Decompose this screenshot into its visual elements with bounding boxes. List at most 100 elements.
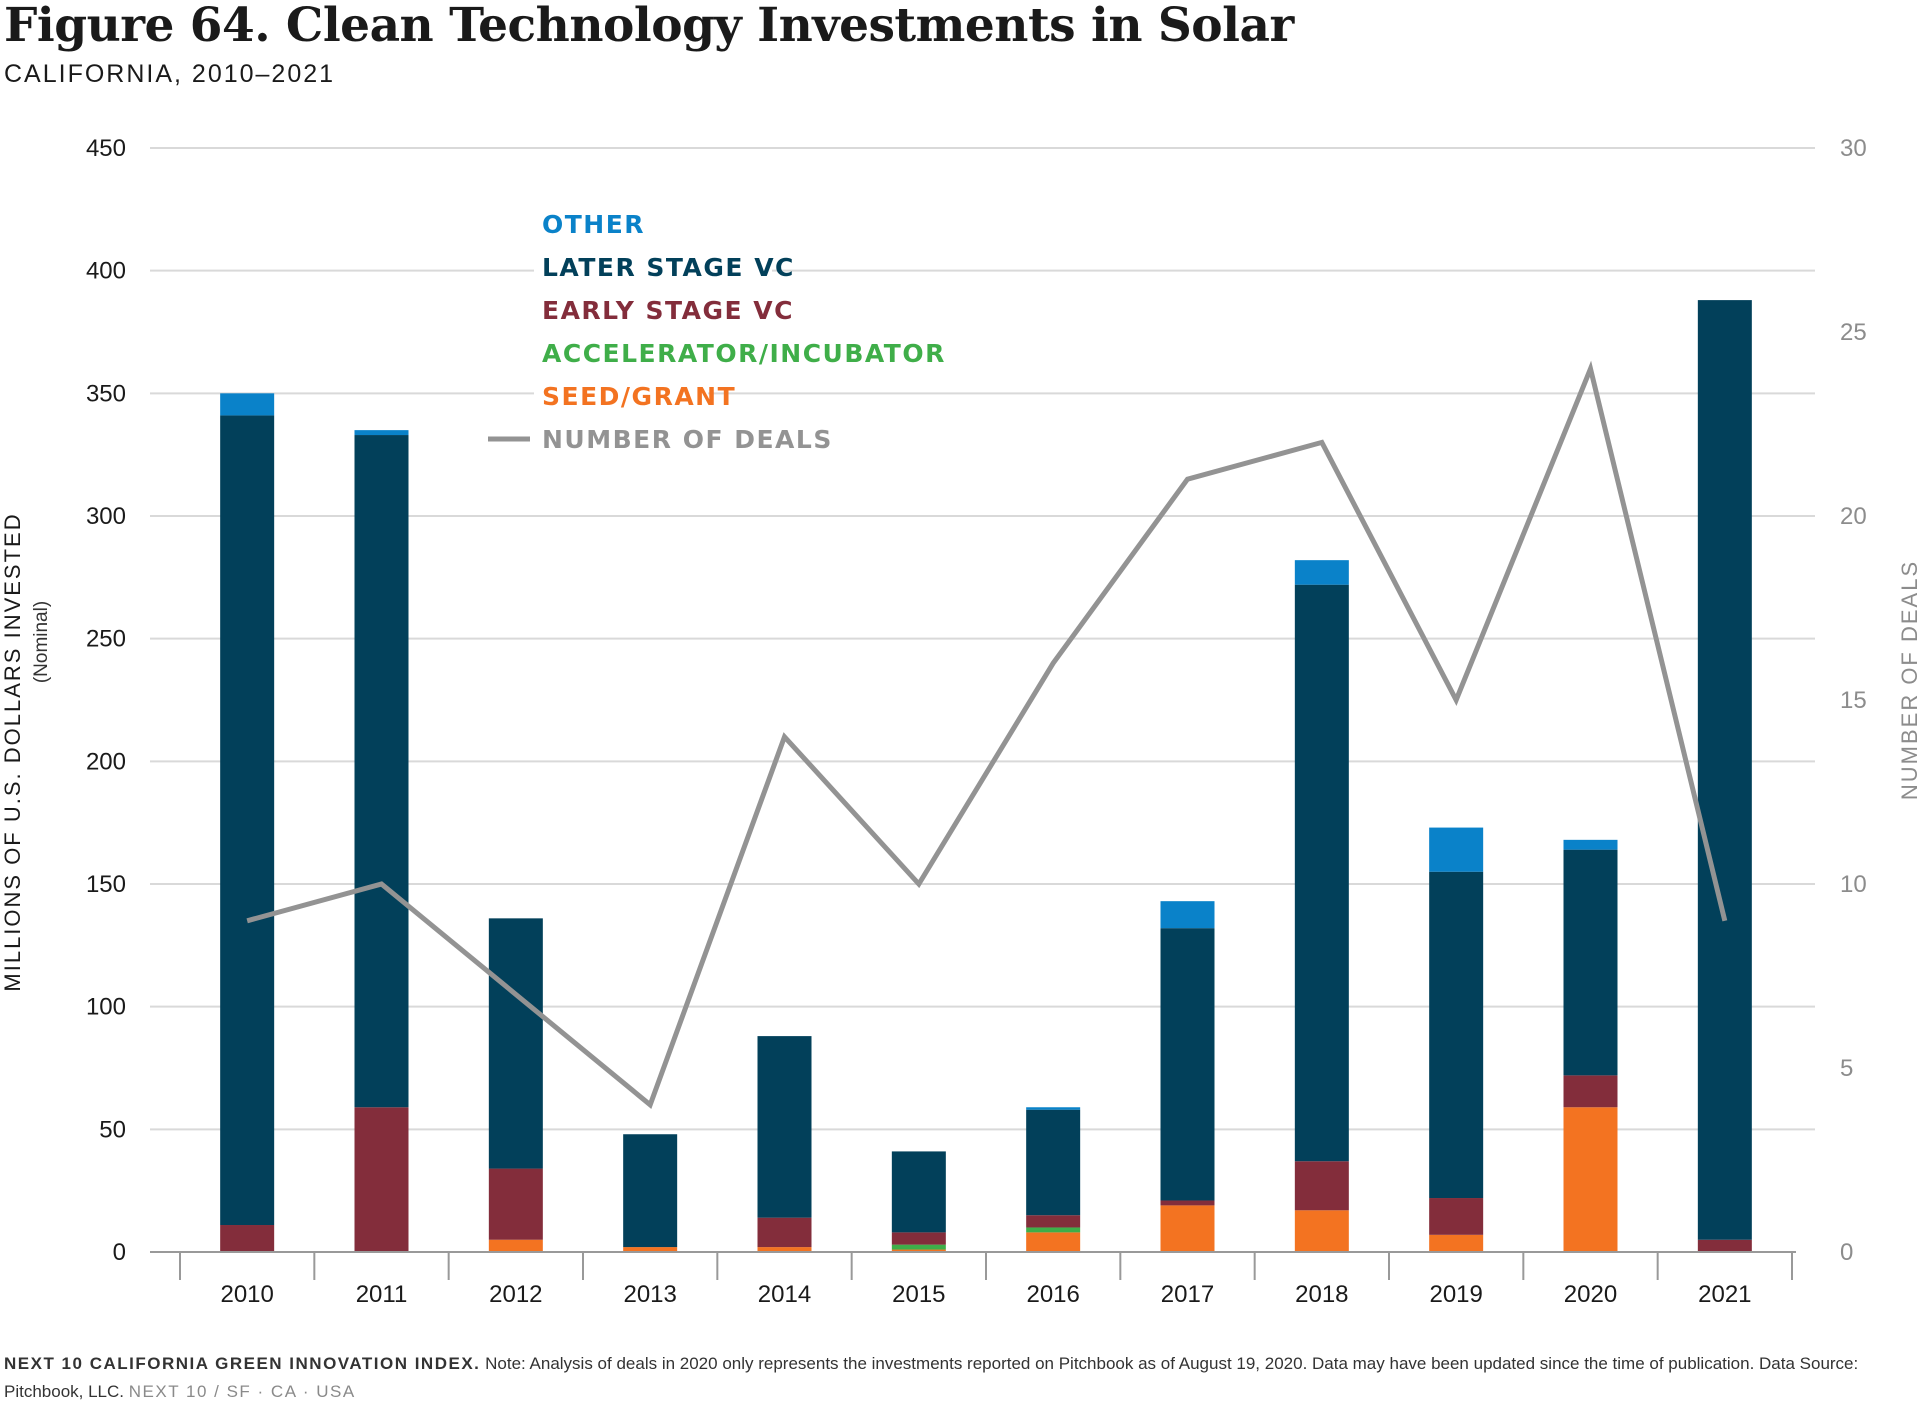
chart-title: Figure 64. Clean Technology Investments … <box>4 0 1294 53</box>
bar-segment-later-stage-vc <box>354 435 409 1108</box>
bars <box>220 300 1752 1252</box>
y-tick-label: 350 <box>86 380 126 407</box>
y2-axis-label: NUMBER OF DEALS <box>1897 560 1920 800</box>
bar-segment-early-stage-vc <box>1429 1198 1484 1235</box>
x-tick-label: 2019 <box>1429 1281 1482 1308</box>
bar-segment-later-stage-vc <box>1429 871 1484 1199</box>
y-tick-label: 450 <box>86 135 126 162</box>
bar-segment-other <box>1563 839 1618 850</box>
legend: OTHER LATER STAGE VC EARLY STAGE VC ACCELER… <box>488 207 946 456</box>
gridlines <box>150 147 1815 1131</box>
bar-segment-other <box>1160 901 1215 929</box>
y-axis-right: 0 5 10 15 20 25 30 <box>1840 135 1867 1266</box>
legend-item-early-stage-vc: EARLY STAGE VC <box>542 296 794 325</box>
bar-segment-seed-grant <box>1026 1232 1081 1252</box>
bar-segment-other <box>1294 560 1349 585</box>
bar-segment-early-stage-vc <box>1697 1239 1752 1252</box>
bar-segment-accelerator-incubator <box>1026 1227 1081 1233</box>
legend-label-bg <box>534 422 788 456</box>
legend-label-bg <box>534 250 772 284</box>
bar-segment-later-stage-vc <box>1563 849 1618 1076</box>
bar-segment-early-stage-vc <box>354 1107 409 1252</box>
legend-label-bg <box>534 336 884 370</box>
legend-item-accelerator-incubator: ACCELERATOR/INCUBATOR <box>542 339 946 368</box>
deals-line <box>246 360 1728 1109</box>
bar-segment-accelerator-incubator <box>891 1244 946 1250</box>
bar-segment-other <box>220 393 275 416</box>
legend-item-other: OTHER <box>542 210 645 239</box>
bar-segment-early-stage-vc <box>1294 1161 1349 1211</box>
y2-tick-label: 5 <box>1840 1055 1853 1082</box>
footer: NEXT 10 CALIFORNIA GREEN INNOVATION INDE… <box>4 1350 1904 1406</box>
y-axis-label: MILLIONS OF U.S. DOLLARS INVESTED <box>0 512 25 991</box>
legend-label-bg <box>534 379 708 413</box>
x-tick-label: 2013 <box>623 1281 676 1308</box>
bar-segment-other <box>354 430 409 436</box>
bar-segment-later-stage-vc <box>1026 1109 1081 1216</box>
x-tick-label: 2021 <box>1698 1281 1751 1308</box>
y-axis-left: 0 50 100 150 200 250 300 350 400 450 <box>86 135 126 1266</box>
bar-segment-later-stage-vc <box>1697 300 1752 1240</box>
x-tick-label: 2014 <box>758 1281 811 1308</box>
x-tick-label: 2010 <box>220 1281 273 1308</box>
x-tick-label: 2018 <box>1295 1281 1348 1308</box>
bar-segment-later-stage-vc <box>623 1134 678 1248</box>
y-tick-label: 300 <box>86 503 126 530</box>
y2-tick-label: 30 <box>1840 135 1867 162</box>
bar-segment-early-stage-vc <box>1563 1075 1618 1108</box>
bar-segment-seed-grant <box>891 1249 946 1252</box>
legend-item-seed-grant: SEED/GRANT <box>542 382 736 411</box>
bar-segment-other <box>1429 827 1484 872</box>
bar-segment-seed-grant <box>488 1239 543 1252</box>
footer-brand: NEXT 10 CALIFORNIA GREEN INNOVATION INDE… <box>4 1354 481 1373</box>
y-tick-label: 200 <box>86 748 126 775</box>
y-tick-label: 250 <box>86 626 126 653</box>
bar-segment-later-stage-vc <box>1294 584 1349 1162</box>
y-tick-label: 400 <box>86 258 126 285</box>
bar-segment-early-stage-vc <box>1026 1215 1081 1228</box>
y-tick-label: 100 <box>86 994 126 1021</box>
y-tick-label: 50 <box>99 1116 126 1143</box>
bar-segment-seed-grant <box>1429 1234 1484 1252</box>
bar-segment-early-stage-vc <box>757 1217 812 1248</box>
bar-segment-seed-grant <box>757 1247 812 1252</box>
bar-segment-later-stage-vc <box>220 415 275 1226</box>
bar-segment-early-stage-vc <box>891 1232 946 1245</box>
bar-segment-early-stage-vc <box>220 1225 275 1252</box>
bar-segment-later-stage-vc <box>757 1036 812 1218</box>
x-tick-label: 2017 <box>1161 1281 1214 1308</box>
bar-segment-seed-grant <box>623 1247 678 1252</box>
footer-note: Note: Analysis of deals in 2020 only rep… <box>4 1354 1859 1401</box>
bar-segment-early-stage-vc <box>1160 1200 1215 1206</box>
bar-segment-seed-grant <box>1160 1205 1215 1252</box>
x-tick-label: 2011 <box>356 1281 408 1308</box>
x-tick-label: 2020 <box>1564 1281 1617 1308</box>
x-tick-label: 2016 <box>1026 1281 1079 1308</box>
legend-item-later-stage-vc: LATER STAGE VC <box>542 253 795 282</box>
y-axis-sublabel: (Nominal) <box>31 601 52 683</box>
y2-tick-label: 15 <box>1840 687 1867 714</box>
stacked-bar-chart: 2010 2011 2012 2013 2014 2015 2016 2017 2018 2019… <box>0 135 1920 1308</box>
legend-label-bg <box>534 207 628 241</box>
bar-segment-early-stage-vc <box>488 1168 543 1240</box>
y2-tick-label: 10 <box>1840 871 1867 898</box>
bar-segment-other <box>1026 1107 1081 1110</box>
y-tick-label: 150 <box>86 871 126 898</box>
bar-segment-seed-grant <box>1294 1210 1349 1252</box>
bar-segment-later-stage-vc <box>891 1151 946 1233</box>
y-tick-label: 0 <box>113 1239 126 1266</box>
x-axis: 2010 2011 2012 2013 2014 2015 2016 2017 2018 2019… <box>150 1251 1796 1308</box>
deals-line-path <box>246 360 1728 1109</box>
x-tick-label: 2012 <box>489 1281 542 1308</box>
y2-tick-label: 0 <box>1840 1239 1853 1266</box>
legend-label-bg <box>534 293 772 327</box>
y2-tick-label: 20 <box>1840 503 1867 530</box>
bar-segment-later-stage-vc <box>488 918 543 1169</box>
bar-segment-later-stage-vc <box>1160 928 1215 1201</box>
legend-item-number-of-deals: NUMBER OF DEALS <box>542 425 833 454</box>
footer-org: NEXT 10 / SF · CA · USA <box>128 1382 356 1401</box>
x-tick-label: 2015 <box>892 1281 945 1308</box>
chart-subtitle: CALIFORNIA, 2010–2021 <box>4 60 336 88</box>
y2-tick-label: 25 <box>1840 319 1867 346</box>
bar-segment-seed-grant <box>1563 1107 1618 1252</box>
